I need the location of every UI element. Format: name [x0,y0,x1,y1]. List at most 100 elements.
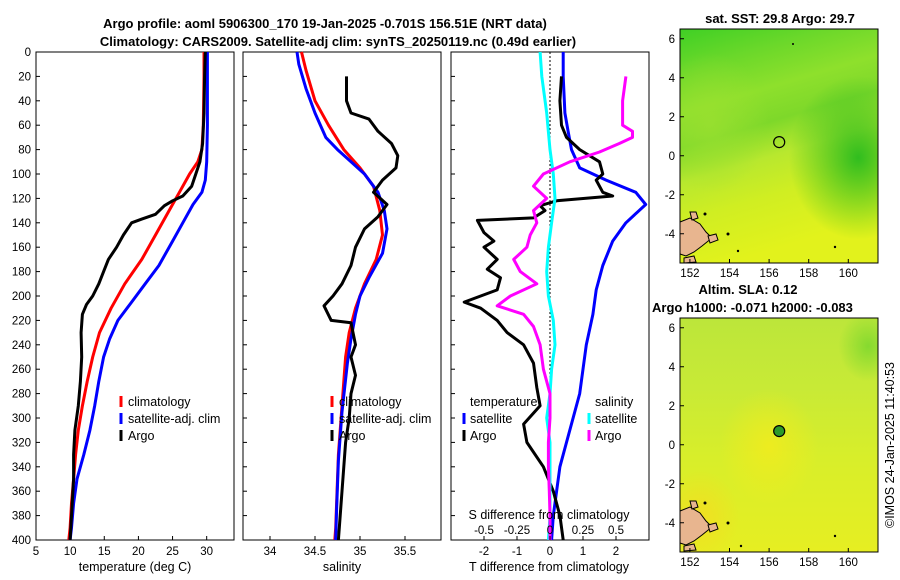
series-satellite-adj-clim [68,52,209,541]
islet [792,43,794,45]
x-tick-label: 30 [200,546,213,558]
x-tick-label: 25 [166,546,179,558]
lon-tick-label: 158 [799,268,818,280]
lat-tick-label: 0 [669,440,675,452]
x-tick-label: 15 [98,546,111,558]
lon-tick-label: 154 [720,557,740,569]
series-climatology [300,51,384,541]
difference-series [462,51,648,541]
legend-label-climatology: climatology [339,395,402,409]
islet [833,534,837,538]
lat-tick-label: -4 [665,229,676,241]
sst-map-panel: sat. SST: 29.8 Argo: 29.7 152 154 156 158 16… [665,11,879,280]
island [707,522,719,533]
islet [726,521,730,525]
lat-tick-label: 4 [669,362,676,374]
lat-tick-label: 2 [669,112,675,124]
depth-tick-label: 100 [12,169,31,181]
sla-map-frame [679,317,879,553]
legend-label-temperature-argo: Argo [470,429,496,443]
land-patch [679,217,713,257]
imos-credit: ©IMOS 24-Jan-2025 11:40:53 [883,362,897,528]
s-tick-label: 0 [547,525,553,537]
legend-label-satellite: satellite-adj. clim [339,412,431,426]
legend-label-argo: Argo [128,429,154,443]
s-difference-axis: -0.5 -0.25 0 0.25 0.5 [474,525,624,537]
series-argo [322,76,400,541]
x-tick-label: 1 [580,546,586,558]
islet [736,249,740,253]
islet [833,245,837,249]
legend-temperature-header: temperature [470,395,537,409]
x-tick-label: 35.5 [394,546,416,558]
sst-map-patch [680,29,878,263]
salinity-axis: 34 34.5 35 35.5 [264,536,416,558]
temperature-axis: 5 10 15 20 25 30 [33,536,213,558]
depth-tick-label: 140 [12,218,31,230]
depth-tick-label: 180 [12,267,31,279]
x-tick-label: 35 [354,546,367,558]
depth-tick-label: 360 [12,486,31,498]
island [689,500,699,510]
sst-map-frame [679,28,879,264]
legend-label-climatology: climatology [128,395,191,409]
argo-location-marker [773,136,786,149]
series-salinity-satellite [538,51,557,541]
legend-label-temperature-satellite: satellite [470,412,512,426]
series-satellite-adj-clim [295,51,389,541]
temperature-axis-label: temperature (deg C) [79,560,192,574]
sla-map-panel: Altim. SLA: 0.12 Argo h1000: -0.071 h200… [652,282,879,569]
s-tick-label: 0.25 [572,525,594,537]
depth-tick-label: 40 [18,96,31,108]
sla-map-title-line1: Altim. SLA: 0.12 [699,282,798,297]
legend-label-satellite: satellite-adj. clim [128,412,220,426]
lat-tick-label: -2 [665,190,675,202]
legend-label-salinity-satellite: satellite [595,412,637,426]
sla-map-title-line2: Argo h1000: -0.071 h2000: -0.083 [652,300,853,315]
lat-tick-label: 4 [669,73,676,85]
argo-location-marker [773,425,786,438]
lat-tick-label: 2 [669,401,675,413]
depth-tick-label: 220 [12,315,31,327]
sla-map-coastline [679,500,837,552]
islet [703,212,707,216]
depth-tick-label: 380 [12,511,31,523]
lon-tick-label: 156 [760,268,779,280]
depth-tick-label: 0 [25,47,31,59]
lat-tick-label: 6 [669,34,675,46]
t-difference-axis-label: T difference from climatology [469,560,630,574]
x-tick-label: 2 [613,546,619,558]
salinity-series [295,51,400,541]
lon-tick-label: 160 [839,268,858,280]
legend-label-salinity-argo: Argo [595,429,621,443]
difference-panel: -2 -1 0 1 2 -0.5 -0.25 0 0.25 0.5 S difference f… [450,51,650,574]
islet [703,501,707,505]
series-salinity-argo [495,76,634,540]
salinity-legend: climatology satellite-adj. clim Argo [330,395,431,443]
difference-legend: temperature satellite Argo salinity sate… [462,395,637,443]
x-tick-label: 5 [33,546,39,558]
depth-tick-label: 20 [18,71,31,83]
temperature-series [67,51,209,541]
x-tick-label: 20 [132,546,145,558]
lat-tick-label: -4 [665,518,676,530]
salinity-panel: 34 34.5 35 35.5 salinity climatology satell… [242,51,442,574]
island [683,543,697,552]
depth-tick-label: 260 [12,364,31,376]
lon-tick-label: 156 [760,557,779,569]
lat-tick-label: 0 [669,151,675,163]
temperature-legend: climatology satellite-adj. clim Argo [119,395,220,443]
sst-map-coastline [679,43,837,264]
depth-tick-label: 80 [18,145,31,157]
s-tick-label: 0.5 [608,525,624,537]
islet [739,544,743,548]
depth-tick-label: 300 [12,413,31,425]
figure-title-line2: Climatology: CARS2009. Satellite-adj cli… [100,34,576,49]
depth-tick-label: 120 [12,193,31,205]
s-tick-label: -0.5 [474,525,494,537]
depth-tick-label: 240 [12,340,31,352]
temperature-panel: 0 20 40 60 80 100 120 140 160 180 200 220 240 260 280 3… [12,47,455,574]
depth-axis: 0 20 40 60 80 100 120 140 160 180 200 220 240 260 280 3… [12,47,455,547]
depth-tick-label: 160 [12,242,31,254]
x-tick-label: -2 [479,546,489,558]
